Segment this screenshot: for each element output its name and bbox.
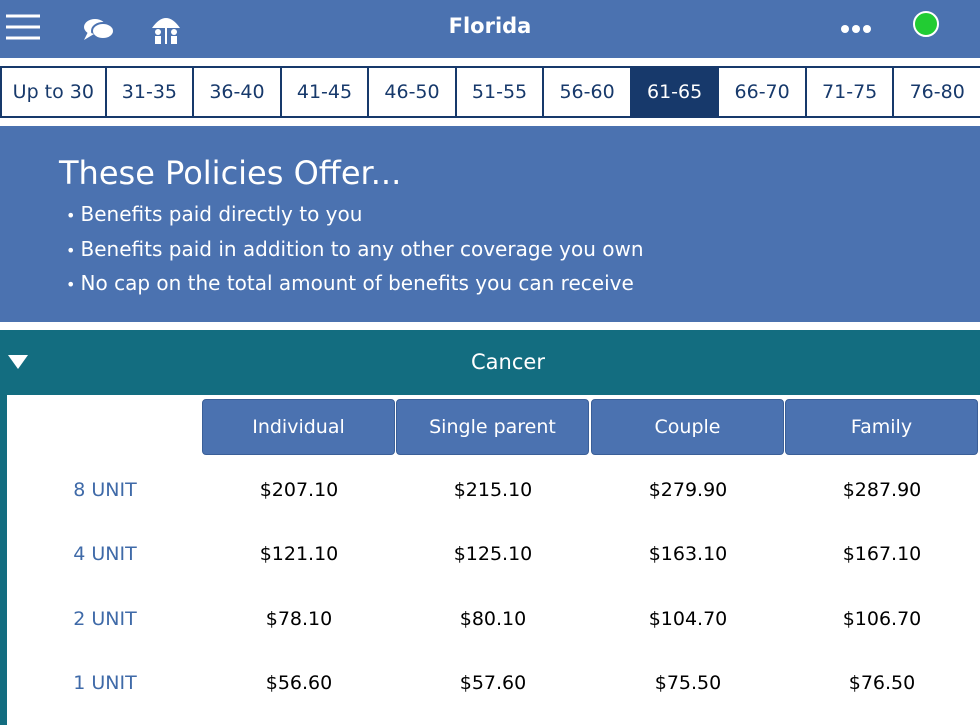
- column-header: Single parent: [396, 399, 589, 455]
- age-tab[interactable]: 61-65: [629, 66, 720, 118]
- price-cell: $207.10: [259, 479, 339, 501]
- section-header[interactable]: Cancer: [0, 330, 980, 395]
- section-title: Cancer: [471, 350, 545, 374]
- family-icon[interactable]: [152, 18, 180, 44]
- price-cell: $76.50: [848, 671, 916, 694]
- intro-bullets: Benefits paid directly to youBenefits pa…: [66, 202, 644, 306]
- price-cell: $125.10: [453, 543, 533, 566]
- status-indicator: [913, 11, 939, 37]
- price-cell: $57.60: [459, 671, 527, 694]
- age-tab[interactable]: 41-45: [279, 66, 370, 118]
- price-cell: $121.10: [259, 543, 339, 566]
- price-cell: $106.70: [842, 607, 922, 630]
- age-tab[interactable]: 46-50: [367, 66, 457, 118]
- section-strip: [0, 395, 7, 725]
- price-cell: $80.10: [459, 607, 527, 630]
- page-title: Florida: [448, 14, 532, 38]
- age-tab[interactable]: 66-70: [717, 66, 807, 118]
- column-header: Individual: [202, 399, 395, 455]
- bullet-item: No cap on the total amount of benefits y…: [66, 271, 644, 306]
- bullet-item: Benefits paid in addition to any other c…: [66, 237, 644, 272]
- age-tab[interactable]: 56-60: [542, 66, 632, 118]
- price-cell: $167.10: [842, 543, 922, 566]
- price-cell: $104.70: [648, 607, 728, 630]
- age-tab[interactable]: 51-55: [454, 66, 545, 118]
- collapse-arrow[interactable]: [0, 330, 30, 395]
- chat-icon[interactable]: [84, 19, 115, 40]
- menu-icon[interactable]: [6, 14, 40, 40]
- age-tabs: Up to 30 31-35 36-40 41-45 46-50 51-55 56-60 61…: [0, 66, 980, 118]
- column-header: Couple: [591, 399, 784, 455]
- top-bar-icons: [6, 11, 939, 44]
- price-cell: $287.90: [842, 479, 922, 501]
- price-cell: $215.10: [453, 479, 533, 501]
- age-tab[interactable]: 76-80: [892, 66, 980, 118]
- row-label: 4 UNIT: [73, 543, 137, 566]
- row-label: 8 UNIT: [73, 479, 137, 501]
- price-cell: $78.10: [265, 607, 333, 630]
- price-cell: $279.90: [648, 479, 728, 501]
- row-label: 1 UNIT: [73, 671, 137, 694]
- age-tab[interactable]: 31-35: [104, 66, 195, 118]
- price-cell: $56.60: [265, 671, 333, 694]
- bullet-item: Benefits paid directly to you: [66, 202, 644, 237]
- column-header: Family: [785, 399, 978, 455]
- intro-title: These Policies Offer...: [59, 154, 402, 192]
- age-tab[interactable]: Up to 30: [0, 66, 107, 118]
- row-label: 2 UNIT: [73, 607, 137, 630]
- more-icon[interactable]: [841, 25, 871, 33]
- intro-panel: These Policies Offer... Benefits paid di…: [0, 126, 980, 322]
- top-bar: Florida: [0, 0, 980, 58]
- price-cell: $163.10: [648, 543, 728, 566]
- price-cell: $75.50: [654, 671, 722, 694]
- age-tab[interactable]: 36-40: [192, 66, 282, 118]
- age-tab[interactable]: 71-75: [804, 66, 895, 118]
